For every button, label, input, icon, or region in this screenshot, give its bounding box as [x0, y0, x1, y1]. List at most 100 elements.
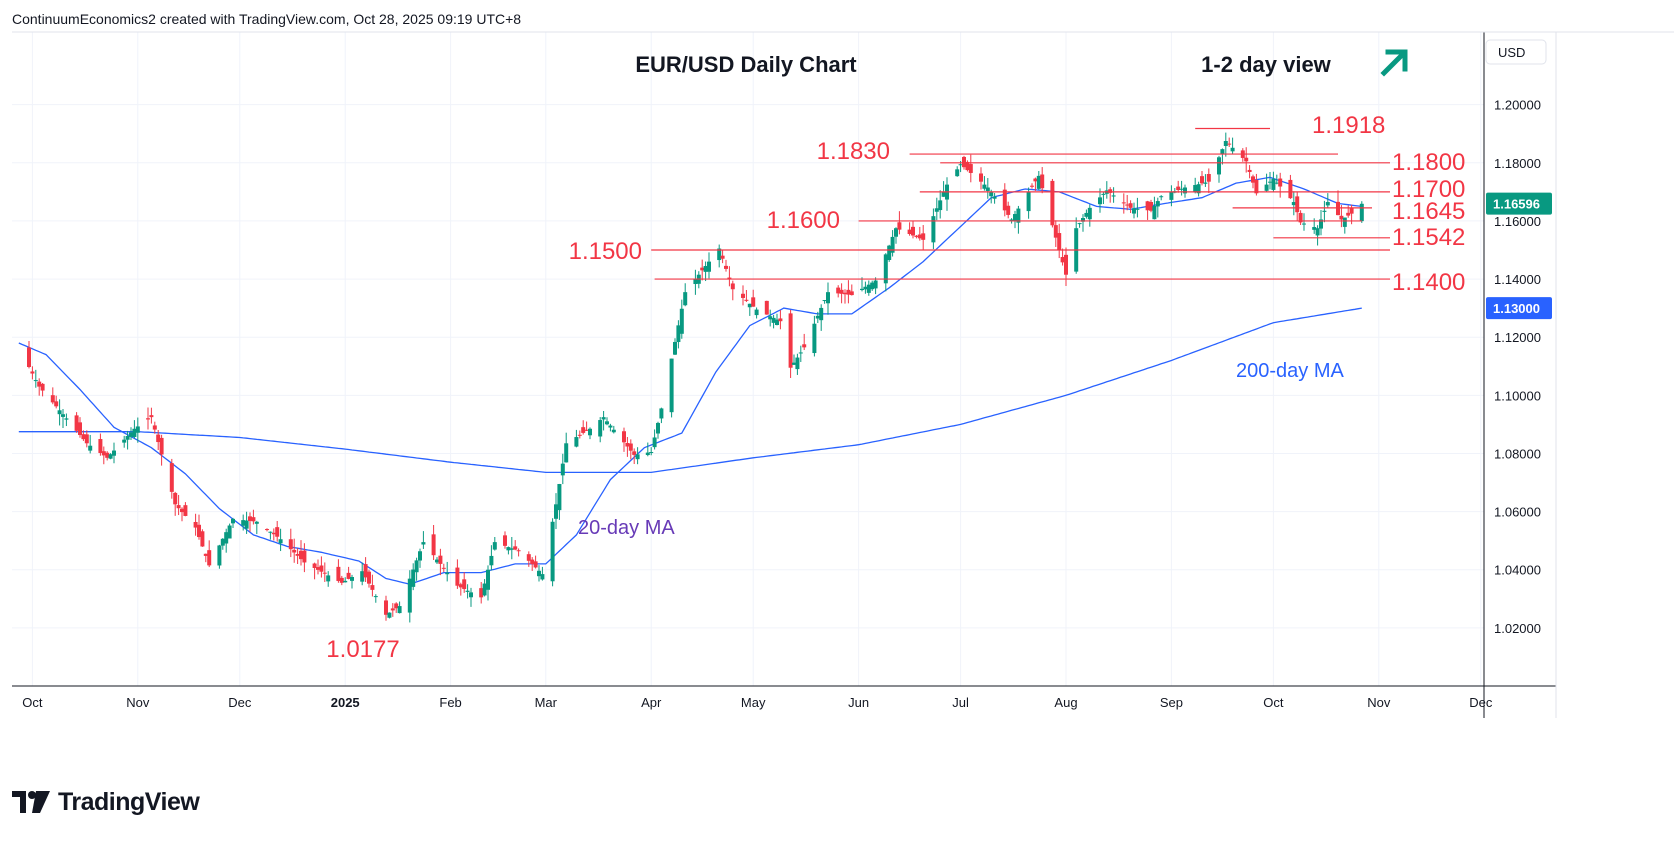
candle-up — [112, 450, 116, 456]
candle-down — [1200, 176, 1204, 184]
candle-up — [1274, 182, 1279, 184]
candle-up — [1193, 185, 1198, 192]
candle-up — [550, 521, 555, 582]
candle-up — [676, 325, 681, 343]
candle-up — [469, 592, 473, 598]
candle-up — [795, 357, 800, 370]
candle-down — [1145, 201, 1150, 211]
candle-up — [771, 317, 776, 323]
ma20-label: 20-day MA — [578, 517, 675, 539]
candle-up — [873, 280, 878, 289]
x-tick-label: May — [741, 695, 766, 710]
candle-up — [1087, 207, 1092, 220]
candle-up — [645, 452, 650, 456]
candle-down — [503, 535, 507, 546]
candle-up — [1315, 228, 1320, 236]
candle-down — [207, 550, 212, 566]
tradingview-logo[interactable]: TradingView — [12, 787, 200, 816]
candle-up — [608, 425, 613, 428]
candle-up — [601, 417, 606, 420]
candle-up — [982, 184, 987, 189]
y-tick-label: 1.10000 — [1494, 388, 1541, 403]
candle-down — [897, 222, 902, 230]
candle-up — [1155, 201, 1160, 207]
candle-up — [1196, 184, 1201, 194]
candle-down — [516, 550, 521, 552]
candle-down — [1339, 215, 1344, 220]
candle-down — [299, 550, 303, 560]
candle-up — [122, 439, 127, 443]
x-tick-label: Dec — [1469, 695, 1493, 710]
candle-up — [61, 414, 65, 417]
candle-down — [30, 371, 35, 374]
candle-down — [367, 571, 371, 584]
candle-up — [822, 300, 827, 302]
candle-up — [1291, 202, 1296, 206]
candle-down — [632, 451, 637, 455]
chart-credit: ContinuumEconomics2 created with Trading… — [12, 11, 522, 27]
level-label: 1.1918 — [1312, 112, 1385, 139]
candle-up — [343, 580, 348, 583]
candle-down — [312, 563, 317, 569]
candle-up — [679, 308, 684, 334]
candle-up — [387, 612, 392, 618]
candle-up — [863, 286, 868, 290]
candle-down — [319, 565, 324, 572]
candle-up — [1325, 202, 1330, 206]
candle-down — [431, 534, 436, 556]
candle-up — [815, 315, 820, 319]
candle-up — [350, 577, 354, 581]
last-price-tag: 1.16596 — [1493, 197, 1540, 212]
candle-down — [1030, 185, 1034, 187]
candle-up — [1264, 184, 1269, 191]
candle-down — [1064, 254, 1068, 275]
candle-down — [836, 287, 841, 294]
candle-up — [33, 380, 38, 382]
candle-down — [37, 381, 42, 387]
y-tick-label: 1.16000 — [1494, 214, 1541, 229]
brand-name: TradingView — [58, 787, 200, 816]
candle-down — [390, 608, 395, 611]
candle-up — [931, 216, 936, 243]
x-tick-label: Oct — [22, 695, 43, 710]
candle-up — [1322, 210, 1327, 212]
candle-down — [251, 517, 256, 522]
candle-up — [125, 436, 130, 440]
candle-up — [1271, 178, 1276, 190]
candle-up — [1152, 205, 1157, 220]
y-tick-label: 1.04000 — [1494, 563, 1541, 578]
candle-down — [193, 521, 198, 528]
candle-down — [295, 553, 300, 556]
ma200-label: 200-day MA — [1236, 360, 1344, 382]
candle-up — [418, 551, 422, 561]
candle-up — [652, 437, 657, 448]
x-tick-label: Feb — [439, 695, 461, 710]
candle-down — [965, 161, 970, 171]
currency-box[interactable] — [1485, 39, 1547, 65]
candle-down — [584, 429, 589, 431]
candle-down — [81, 434, 86, 440]
candle-down — [744, 299, 749, 301]
candle-down — [968, 164, 973, 173]
currency-label: USD — [1498, 45, 1525, 60]
candle-down — [441, 567, 446, 569]
candle-down — [248, 516, 252, 521]
candle-up — [683, 292, 688, 306]
candle-up — [278, 539, 283, 544]
candle-down — [727, 277, 732, 280]
candle-up — [482, 583, 487, 596]
candle-up — [598, 420, 603, 437]
candle-up — [217, 545, 222, 566]
candle-up — [992, 196, 997, 199]
candle-up — [860, 288, 864, 291]
candle-down — [176, 505, 181, 509]
candle-down — [322, 572, 327, 574]
candle-up — [941, 192, 946, 197]
candle-down — [526, 554, 531, 561]
candle-down — [462, 579, 467, 590]
chart-subtitle: 1-2 day view — [1201, 52, 1332, 77]
ma20-line — [18, 176, 1362, 585]
x-tick-label: Nov — [1367, 695, 1391, 710]
candle-up — [870, 282, 875, 290]
